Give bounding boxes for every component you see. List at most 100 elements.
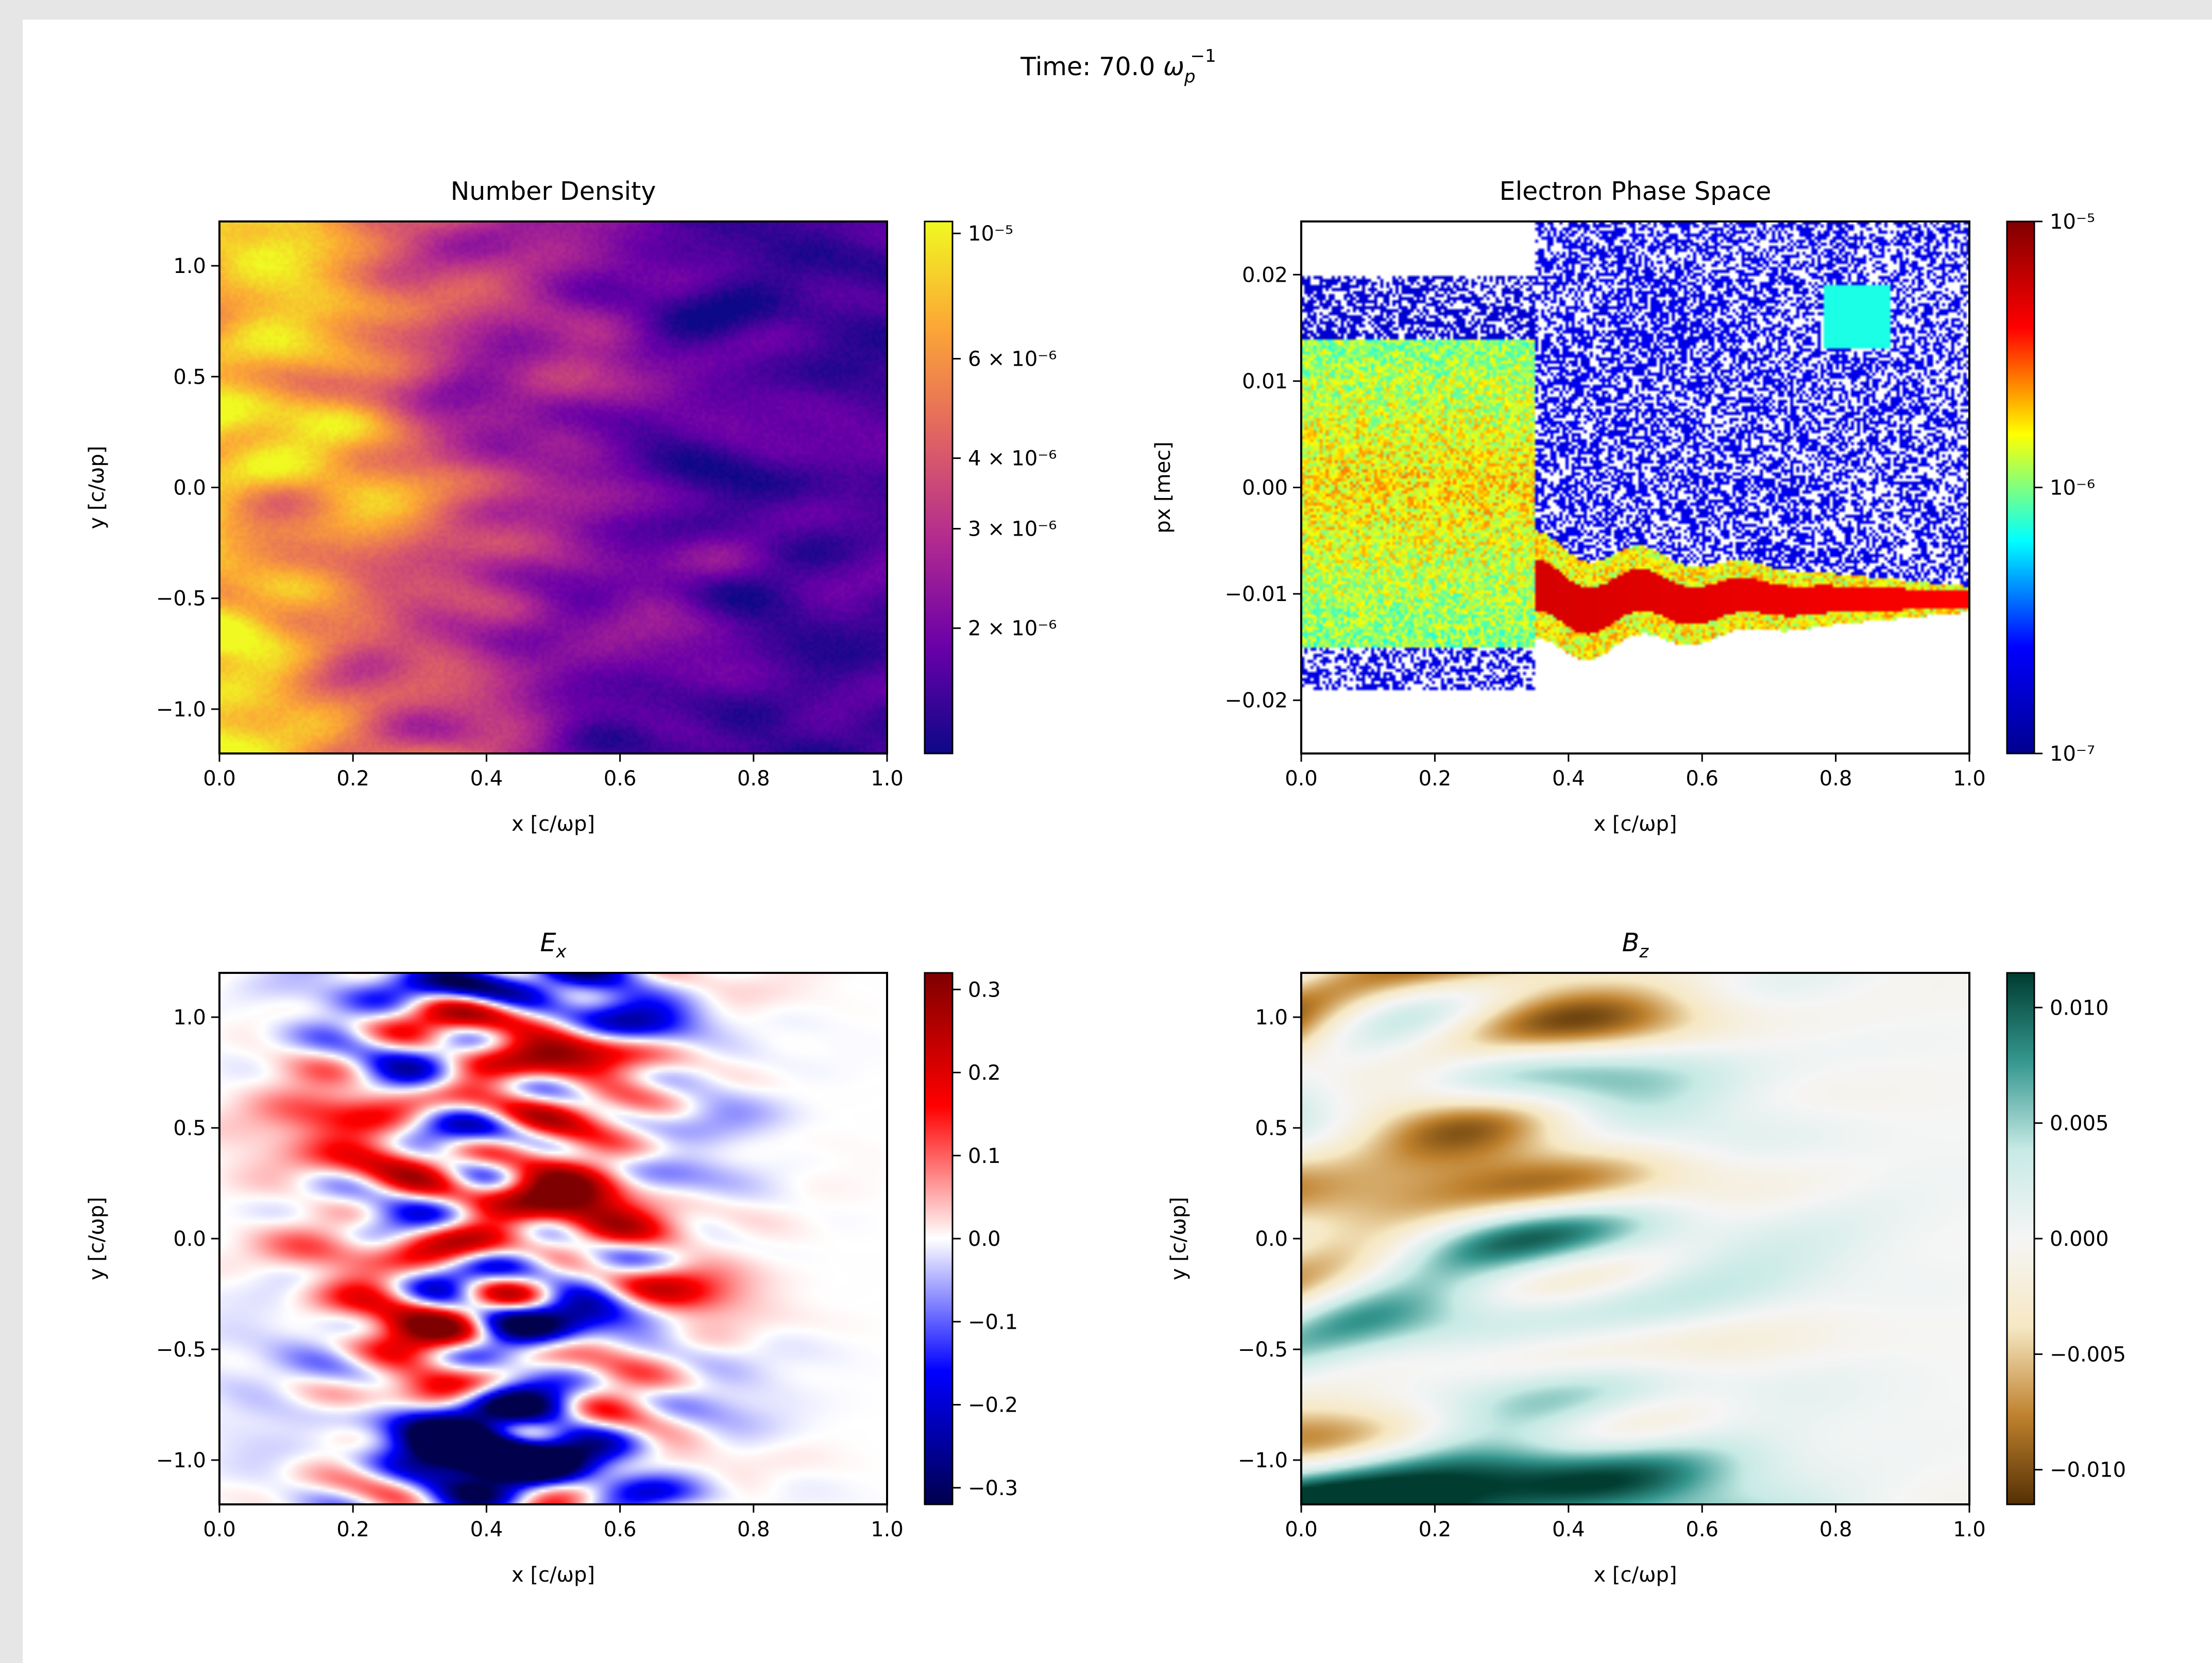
colorbar-tick-label: −0.2 bbox=[968, 1394, 1018, 1417]
colorbar-tick-label: 3 × 10⁻⁶ bbox=[968, 518, 1057, 541]
colorbar-tick-label: 0.2 bbox=[968, 1061, 1001, 1085]
y-tick-label: 0.5 bbox=[173, 365, 206, 389]
panel-1-heatmap-image bbox=[219, 221, 887, 753]
y-tick-label: 1.0 bbox=[173, 254, 206, 278]
colorbar-tick-label: 0.0 bbox=[968, 1227, 1001, 1251]
panel-4-colorbar bbox=[2007, 973, 2034, 1504]
panel-4-ylabel: y [c/ωp] bbox=[1167, 1197, 1190, 1280]
y-tick-label: 0.01 bbox=[1242, 370, 1288, 393]
x-tick-label: 0.2 bbox=[336, 767, 369, 791]
y-tick-label: 0.5 bbox=[1255, 1117, 1288, 1140]
colorbar-tick-label: −0.010 bbox=[2050, 1459, 2126, 1482]
y-tick-label: −0.02 bbox=[1224, 689, 1288, 713]
colorbar-frame bbox=[924, 220, 954, 755]
title-subscript: z bbox=[1639, 941, 1649, 962]
colorbar-tick-label: 10⁻⁵ bbox=[2050, 210, 2095, 234]
y-tick-label: −1.0 bbox=[1238, 1449, 1288, 1472]
title-letter: B bbox=[1622, 928, 1640, 957]
y-tick-label: −0.01 bbox=[1224, 582, 1288, 606]
colorbar-tick-label: 10⁻⁵ bbox=[968, 222, 1013, 246]
x-tick-label: 0.2 bbox=[1419, 767, 1452, 791]
x-tick-label: 1.0 bbox=[871, 767, 904, 791]
panel-1: Number Density 0.0 0.2 0.4 0.6 0.8 1.0 1.0 0.5 0.… bbox=[85, 177, 1057, 836]
colorbar-tick-label: −0.3 bbox=[968, 1477, 1018, 1500]
y-tick-label: 0.02 bbox=[1242, 263, 1288, 287]
x-tick-label: 1.0 bbox=[1953, 1518, 1986, 1541]
panel-3-heatmap-image bbox=[219, 973, 887, 1504]
colorbar-tick-label: 4 × 10⁻⁶ bbox=[968, 447, 1057, 471]
x-tick-label: 0.4 bbox=[1552, 1518, 1585, 1541]
suptitle-omega: ω bbox=[1163, 52, 1184, 81]
x-tick-label: 0.4 bbox=[470, 1518, 503, 1541]
panel-1-title: Number Density bbox=[451, 177, 656, 206]
colorbar-tick-label: 0.010 bbox=[2050, 996, 2109, 1020]
x-tick-label: 0.8 bbox=[737, 767, 770, 791]
panel-1-colorbar bbox=[925, 221, 952, 753]
colorbar-tick-label: −0.005 bbox=[2050, 1343, 2126, 1366]
y-tick-label: −0.5 bbox=[156, 587, 206, 611]
x-tick-label: 0.0 bbox=[203, 767, 236, 791]
colorbar-tick-label: 2 × 10⁻⁶ bbox=[968, 617, 1057, 641]
y-tick-label: −1.0 bbox=[156, 698, 206, 722]
x-tick-label: 0.6 bbox=[1686, 767, 1718, 791]
panel-2-heatmap-image bbox=[1301, 221, 1969, 753]
x-tick-label: 1.0 bbox=[1953, 767, 1986, 791]
panel-2-xlabel: x [c/ωp] bbox=[1594, 812, 1677, 836]
colorbar-tick-label: 0.3 bbox=[968, 978, 1001, 1002]
panel-3-colorbar bbox=[925, 973, 952, 1504]
figure-canvas: Time: 70.0 ωp−1 Number Density 0.0 0.2 0.4 0… bbox=[85, 46, 2126, 1587]
panel-3-ylabel: y [c/ωp] bbox=[85, 1197, 109, 1280]
colorbar-tick-label: 0.005 bbox=[2050, 1112, 2109, 1136]
colorbar-tick-label: 6 × 10⁻⁶ bbox=[968, 348, 1057, 371]
y-tick-label: 1.0 bbox=[173, 1006, 206, 1030]
suptitle-sup: −1 bbox=[1190, 46, 1216, 66]
y-tick-label: 0.0 bbox=[173, 476, 206, 500]
y-tick-label: −1.0 bbox=[156, 1449, 206, 1472]
x-tick-label: 0.0 bbox=[1285, 767, 1318, 791]
panel-4-heatmap-image bbox=[1301, 973, 1969, 1504]
y-tick-label: 0.0 bbox=[1255, 1227, 1288, 1251]
x-tick-label: 0.0 bbox=[1285, 1518, 1318, 1541]
x-tick-label: 0.0 bbox=[203, 1518, 236, 1541]
x-tick-label: 1.0 bbox=[871, 1518, 904, 1541]
figure: Time: 70.0 ωp−1 Number Density 0.0 0.2 0.4 0… bbox=[23, 20, 2212, 1663]
panel-2: Electron Phase Space 0.0 0.2 0.4 0.6 0.8 1.0 0.… bbox=[1151, 177, 2095, 836]
x-tick-label: 0.2 bbox=[336, 1518, 369, 1541]
colorbar-tick-label: 10⁻⁶ bbox=[2050, 476, 2095, 500]
y-tick-label: 0.5 bbox=[173, 1117, 206, 1140]
title-subscript: x bbox=[555, 941, 567, 962]
y-tick-label: −0.5 bbox=[156, 1338, 206, 1362]
panel-4: Bz 0.0 0.2 0.4 0.6 0.8 1.0 1.0 0.5 0.0 −0.5 −1.0 x [… bbox=[1167, 928, 2126, 1587]
x-tick-label: 0.6 bbox=[604, 767, 637, 791]
x-tick-label: 0.4 bbox=[1552, 767, 1585, 791]
panel-2-colorbar bbox=[2007, 221, 2034, 753]
colorbar-tick-label: 10⁻⁷ bbox=[2050, 742, 2095, 766]
panel-4-xlabel: x [c/ωp] bbox=[1594, 1563, 1677, 1587]
colorbar-tick-label: 0.1 bbox=[968, 1144, 1001, 1168]
panel-3-title: Ex bbox=[540, 928, 567, 962]
x-tick-label: 0.2 bbox=[1419, 1518, 1452, 1541]
panel-3: Ex 0.0 0.2 0.4 0.6 0.8 1.0 1.0 0.5 0.0 −0.5 −1.0 x [… bbox=[85, 928, 1018, 1587]
suptitle-sub: p bbox=[1184, 66, 1196, 87]
panel-1-xlabel: x [c/ωp] bbox=[512, 812, 595, 836]
colorbar-tick-label: −0.1 bbox=[968, 1310, 1018, 1334]
panel-1-ylabel: y [c/ωp] bbox=[85, 446, 109, 529]
panel-2-title: Electron Phase Space bbox=[1500, 177, 1772, 206]
x-tick-label: 0.4 bbox=[470, 767, 503, 791]
title-letter: E bbox=[540, 928, 556, 957]
y-tick-label: −0.5 bbox=[1238, 1338, 1288, 1362]
x-tick-label: 0.8 bbox=[737, 1518, 770, 1541]
figure-suptitle: Time: 70.0 ωp−1 bbox=[1020, 46, 1216, 87]
suptitle-prefix: Time: 70.0 bbox=[1020, 52, 1163, 81]
y-tick-label: 0.00 bbox=[1242, 476, 1288, 500]
x-tick-label: 0.8 bbox=[1819, 767, 1852, 791]
panel-2-ylabel: px [mec] bbox=[1151, 441, 1175, 534]
y-tick-label: 1.0 bbox=[1255, 1006, 1288, 1030]
panel-3-xlabel: x [c/ωp] bbox=[512, 1563, 595, 1587]
colorbar-tick-label: 0.000 bbox=[2050, 1227, 2109, 1251]
panel-4-title: Bz bbox=[1622, 928, 1649, 962]
y-tick-label: 0.0 bbox=[173, 1227, 206, 1251]
x-tick-label: 0.8 bbox=[1819, 1518, 1852, 1541]
x-tick-label: 0.6 bbox=[1686, 1518, 1718, 1541]
x-tick-label: 0.6 bbox=[604, 1518, 637, 1541]
